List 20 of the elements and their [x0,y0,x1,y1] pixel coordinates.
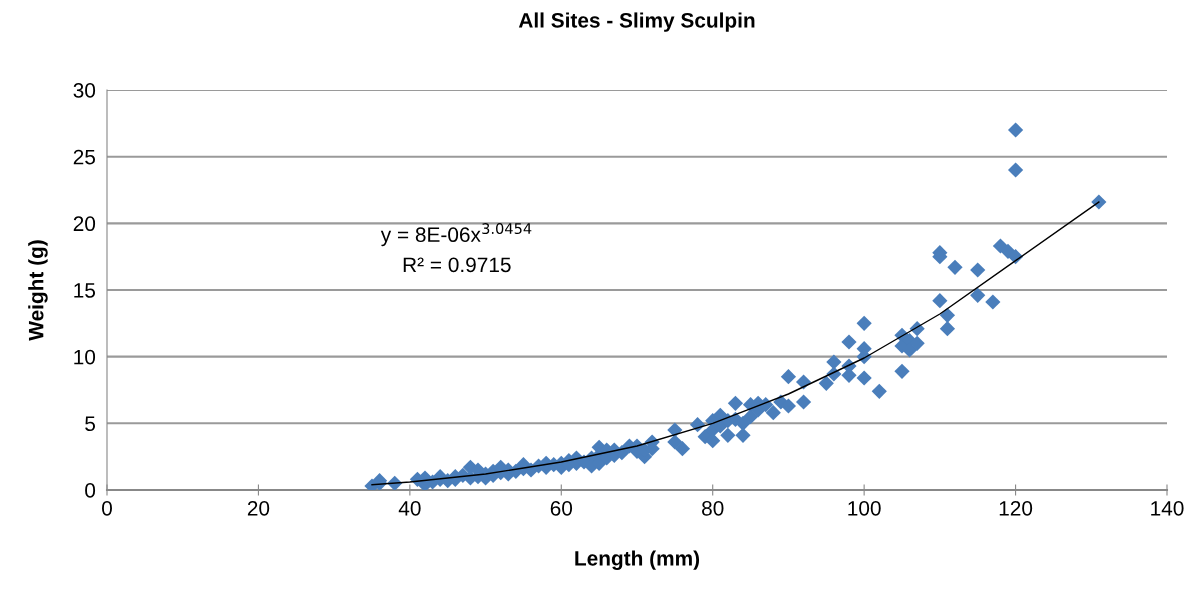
x-tick-label: 0 [102,500,112,516]
y-tick-label: 30 [73,83,96,98]
y-tick-label: 10 [74,349,96,365]
y-tick-label: 0 [85,483,96,498]
x-tick-label: 120 [999,500,1033,516]
x-tick-label: 20 [247,500,270,516]
y-tick-label: 5 [85,416,96,432]
x-tick-label: 100 [848,500,881,516]
annotation: R² = 0.9715 [403,257,511,273]
x-tick-label: 140 [1151,500,1184,516]
y-tick-label: 15 [74,283,96,298]
x-tick-label: 40 [398,500,421,516]
x-tick-label: 60 [550,500,573,516]
y-tick-label: 25 [73,149,96,165]
annotation: y = 8E-06x$^{3.0454}$ [380,223,532,247]
x-axis-title: Length (mm) [575,550,700,570]
y-axis-title: Weight (g) [28,240,48,341]
y-tick-label: 20 [73,216,96,232]
x-tick-label: 80 [702,500,724,516]
chart-title: All Sites - Slimy Sculpin [518,12,755,32]
